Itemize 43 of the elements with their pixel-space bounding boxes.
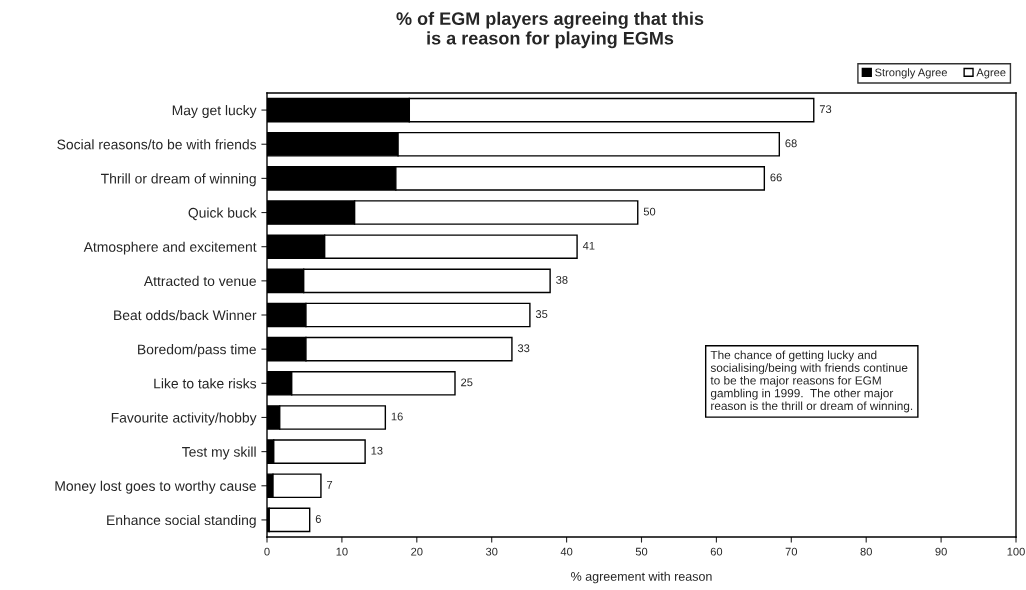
total-label: 33 [517, 344, 530, 353]
y-tick-label: Beat odds/back Winner [114, 309, 257, 321]
y-tick-label: Quick buck [188, 207, 257, 221]
total-label: 73 [819, 105, 832, 114]
x-axis-title: % agreement with reason [571, 571, 712, 584]
total-label: 38 [556, 275, 568, 284]
y-tick-label: Test my skill [182, 446, 256, 460]
y-tick-label: Atmosphere and excitement [83, 241, 257, 255]
legend-label: Strongly Agree [875, 68, 947, 79]
x-tick-label: 100 [1007, 547, 1025, 556]
y-tick-label: Like to take risks [154, 378, 257, 389]
x-tick-label: 60 [710, 547, 723, 556]
total-label: 6 [315, 515, 321, 523]
total-label: 41 [582, 241, 595, 250]
total-label: 50 [643, 207, 656, 216]
y-tick-label: Enhance social standing [107, 514, 256, 528]
x-tick-label: 40 [560, 547, 573, 556]
x-tick-label: 30 [485, 547, 498, 556]
x-tick-label: 0 [264, 547, 270, 556]
total-label: 25 [461, 378, 473, 387]
legend-label: Agree [976, 68, 1006, 79]
y-tick-label: Attracted to venue [143, 275, 256, 287]
total-label: 7 [327, 481, 333, 489]
total-label: 68 [785, 139, 797, 148]
y-tick-label: May get lucky [172, 105, 257, 118]
y-tick-label: Social reasons/to be with friends [57, 139, 257, 150]
x-tick-label: 10 [336, 547, 348, 556]
chart-title: % of EGM players agreeing that this is a reason for playing EGMs [396, 11, 704, 49]
x-tick-label: 20 [411, 547, 423, 556]
x-tick-label: 80 [860, 547, 872, 556]
y-tick-label: Thrill or dream of winning [100, 173, 256, 187]
x-tick-label: 90 [935, 547, 947, 556]
y-tick-label: Favourite activity/hobby [111, 412, 257, 426]
x-tick-label: 50 [635, 547, 648, 556]
total-label: 16 [391, 412, 403, 421]
total-label: 13 [371, 446, 383, 455]
y-tick-label: Boredom/pass time [138, 344, 256, 358]
total-label: 66 [770, 173, 782, 182]
bar [272, 473, 322, 499]
total-label: 35 [535, 310, 548, 318]
annotation: The chance of getting lucky and socialising/being with friends continue to be the major reasons for EGM gambling in 1999. The other major reason is the thrill or dream of winning. [710, 350, 913, 413]
x-tick-label: 70 [785, 547, 798, 556]
y-tick-label: Money lost goes to worthy cause [55, 480, 256, 494]
